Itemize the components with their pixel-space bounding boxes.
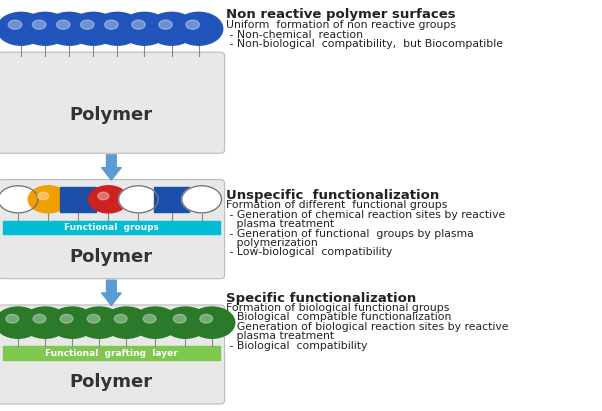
- FancyArrowPatch shape: [102, 155, 121, 180]
- Bar: [3, 346, 220, 360]
- Circle shape: [98, 192, 109, 200]
- Text: Uniform  formation of non reactive groups: Uniform formation of non reactive groups: [226, 20, 456, 30]
- Circle shape: [120, 12, 169, 45]
- Circle shape: [189, 307, 235, 338]
- Circle shape: [163, 307, 208, 338]
- Text: Formation of biological functional groups: Formation of biological functional group…: [226, 303, 449, 313]
- Text: - Low-biological  compatibility: - Low-biological compatibility: [226, 247, 392, 257]
- Text: - Generation of chemical reaction sites by reactive: - Generation of chemical reaction sites …: [226, 210, 505, 219]
- Circle shape: [119, 186, 158, 213]
- Text: - Biological  compatibility: - Biological compatibility: [226, 341, 367, 351]
- Text: Polymer: Polymer: [70, 373, 153, 391]
- Circle shape: [186, 20, 199, 29]
- Circle shape: [105, 20, 118, 29]
- Circle shape: [93, 12, 141, 45]
- Text: - Non-chemical  reaction: - Non-chemical reaction: [226, 30, 363, 39]
- Circle shape: [132, 307, 178, 338]
- Circle shape: [132, 20, 145, 29]
- Text: polymerization: polymerization: [226, 238, 317, 248]
- FancyArrowPatch shape: [102, 280, 121, 305]
- Text: Functional  grafting  layer: Functional grafting layer: [45, 349, 178, 358]
- Text: plasma treatment: plasma treatment: [226, 219, 334, 229]
- FancyBboxPatch shape: [0, 305, 225, 404]
- Circle shape: [8, 20, 22, 29]
- Circle shape: [38, 192, 49, 200]
- Circle shape: [57, 20, 70, 29]
- Circle shape: [33, 20, 46, 29]
- Circle shape: [49, 307, 95, 338]
- Circle shape: [45, 12, 93, 45]
- Circle shape: [33, 314, 46, 323]
- Bar: [154, 187, 190, 212]
- Circle shape: [182, 186, 222, 213]
- Text: - Non-biological  compatibility,  but Biocompatible: - Non-biological compatibility, but Bioc…: [226, 39, 503, 49]
- Circle shape: [28, 186, 68, 213]
- Text: Polymer: Polymer: [70, 248, 153, 266]
- Circle shape: [147, 12, 196, 45]
- Circle shape: [81, 20, 94, 29]
- Circle shape: [104, 307, 149, 338]
- Circle shape: [88, 186, 128, 213]
- Circle shape: [21, 12, 69, 45]
- Circle shape: [0, 12, 45, 45]
- Circle shape: [114, 314, 127, 323]
- Circle shape: [175, 12, 223, 45]
- Circle shape: [143, 314, 156, 323]
- Text: Specific functionalization: Specific functionalization: [226, 292, 416, 305]
- Text: Functional  groups: Functional groups: [64, 223, 159, 232]
- Circle shape: [0, 307, 41, 338]
- Circle shape: [200, 314, 213, 323]
- Text: Non reactive polymer surfaces: Non reactive polymer surfaces: [226, 8, 455, 21]
- Text: Formation of different  functional groups: Formation of different functional groups: [226, 200, 447, 210]
- Bar: [60, 187, 96, 212]
- Circle shape: [159, 20, 172, 29]
- Text: - Biological  compatible functionalization: - Biological compatible functionalizatio…: [226, 312, 451, 322]
- Text: Polymer: Polymer: [70, 106, 153, 124]
- Circle shape: [22, 307, 68, 338]
- FancyBboxPatch shape: [0, 52, 225, 153]
- Bar: [3, 221, 220, 234]
- Text: Unspecific  functionalization: Unspecific functionalization: [226, 189, 439, 202]
- Text: plasma treatment: plasma treatment: [226, 331, 334, 341]
- Circle shape: [87, 314, 100, 323]
- Text: - Generation of functional  groups by plasma: - Generation of functional groups by pla…: [226, 229, 474, 238]
- Text: - Generation of biological reaction sites by reactive: - Generation of biological reaction site…: [226, 322, 508, 332]
- Circle shape: [173, 314, 186, 323]
- Circle shape: [69, 12, 117, 45]
- Circle shape: [76, 307, 122, 338]
- Circle shape: [60, 314, 73, 323]
- FancyBboxPatch shape: [0, 180, 225, 279]
- Circle shape: [6, 314, 19, 323]
- Circle shape: [0, 186, 38, 213]
